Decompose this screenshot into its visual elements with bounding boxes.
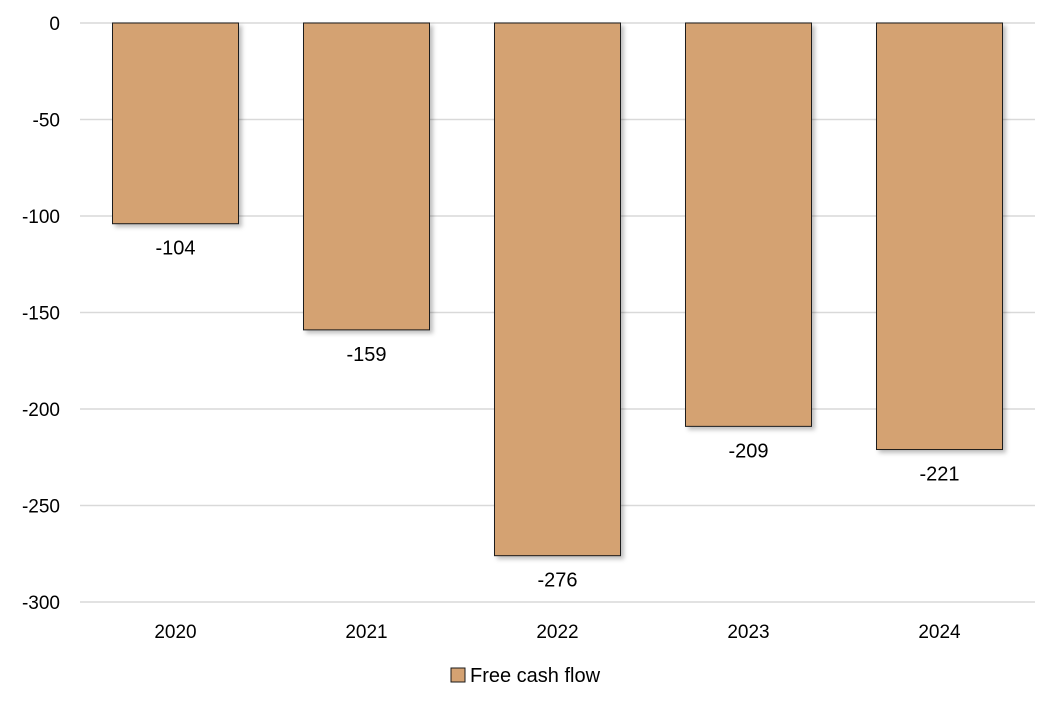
y-axis: 0 -50 -100 -150 -200 -250 -300 bbox=[22, 14, 60, 614]
y-tick-label: -200 bbox=[22, 400, 60, 421]
bar-2024 bbox=[876, 22, 1003, 451]
bar-2022 bbox=[494, 22, 621, 557]
x-tick-label: 2020 bbox=[154, 622, 196, 643]
legend-label: Free cash flow bbox=[470, 665, 601, 687]
bars bbox=[112, 22, 1003, 557]
x-axis: 2020 2021 2022 2023 2024 bbox=[154, 622, 961, 643]
data-label-2021: -159 bbox=[346, 344, 386, 366]
x-tick-label: 2024 bbox=[918, 622, 961, 643]
data-label-2023: -209 bbox=[728, 440, 768, 462]
y-tick-label: -300 bbox=[22, 593, 60, 614]
x-tick-label: 2023 bbox=[727, 622, 769, 643]
bar-2023 bbox=[685, 22, 812, 427]
data-labels: -104 -159 -276 -209 -221 bbox=[155, 238, 959, 592]
data-label-2022: -276 bbox=[537, 570, 577, 592]
data-label-2020: -104 bbox=[155, 238, 195, 260]
data-label-2024: -221 bbox=[919, 464, 959, 486]
x-tick-label: 2021 bbox=[345, 622, 387, 643]
legend-swatch bbox=[450, 667, 466, 683]
bar-2020 bbox=[112, 22, 239, 225]
y-tick-label: -100 bbox=[22, 207, 60, 228]
y-tick-label: -150 bbox=[22, 304, 60, 325]
y-tick-label: -50 bbox=[33, 111, 60, 132]
x-tick-label: 2022 bbox=[536, 622, 578, 643]
y-tick-label: 0 bbox=[49, 14, 60, 35]
y-tick-label: -250 bbox=[22, 497, 60, 518]
legend: Free cash flow bbox=[450, 665, 601, 687]
bar-2021 bbox=[303, 22, 430, 331]
